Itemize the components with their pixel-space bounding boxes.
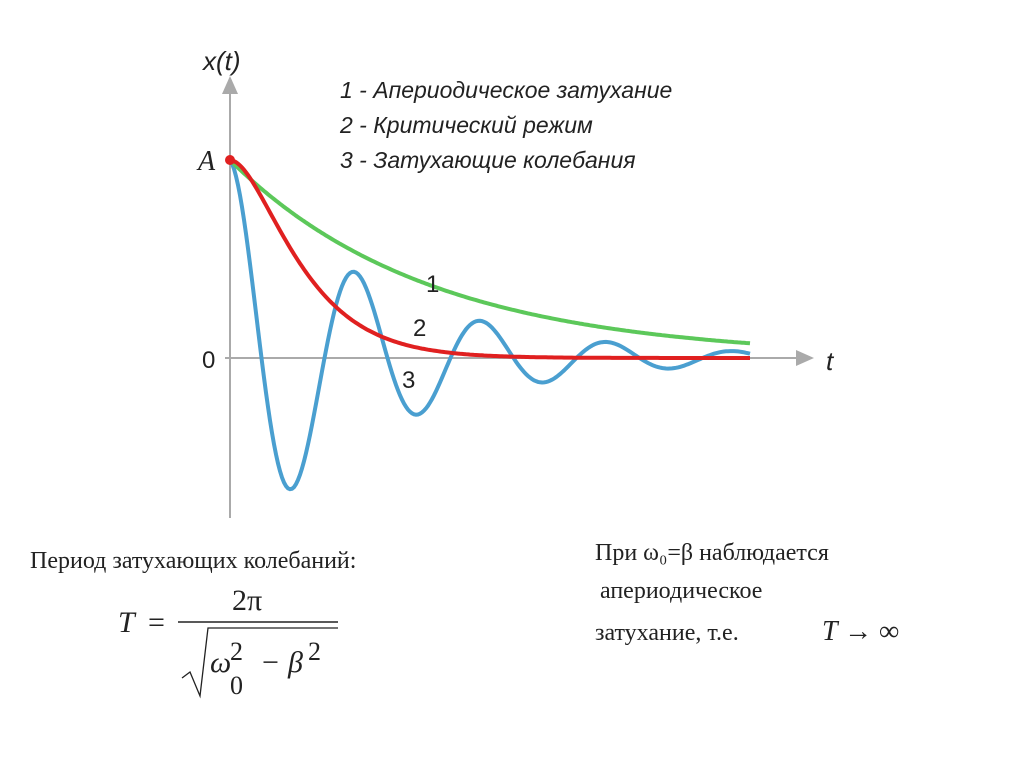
note-line: апериодическое: [600, 578, 762, 604]
legend-entry: 2 - Критический режим: [339, 112, 593, 138]
formula-omega: ω: [210, 646, 231, 679]
formula-lhs: T: [118, 606, 137, 639]
formula-numerator: 2π: [232, 584, 262, 617]
curve-label: 2: [413, 315, 426, 342]
sqrt-sign: [181, 627, 338, 699]
legend-entry: 3 - Затухающие колебания: [340, 147, 636, 173]
formula-eq: =: [148, 606, 165, 639]
curve-oscillating: [228, 159, 751, 492]
formula-omega-sup: 2: [230, 637, 243, 666]
amplitude-label: A: [196, 146, 216, 177]
note-formula: T → ∞: [822, 616, 899, 647]
note-line: затухание, т.е.: [595, 620, 739, 646]
formula-minus: −: [262, 646, 279, 679]
formula-beta: β: [287, 646, 303, 679]
legend-entry: 1 - Апериодическое затухание: [340, 77, 672, 103]
x-axis-label: t: [826, 346, 835, 376]
curve-critical: [229, 158, 750, 360]
start-point: [225, 155, 235, 165]
curve-label: 1: [426, 271, 439, 298]
formula-beta-sup: 2: [308, 637, 321, 666]
period-caption: Период затухающих колебаний:: [30, 548, 356, 574]
curve-aperiodic: [228, 158, 751, 346]
y-axis-label: x(t): [201, 46, 241, 76]
formula-omega-sub: 0: [230, 671, 243, 700]
curve-label: 3: [402, 367, 415, 394]
note-line: При ω₀=β наблюдается: [595, 540, 829, 566]
origin-label: 0: [202, 347, 215, 374]
